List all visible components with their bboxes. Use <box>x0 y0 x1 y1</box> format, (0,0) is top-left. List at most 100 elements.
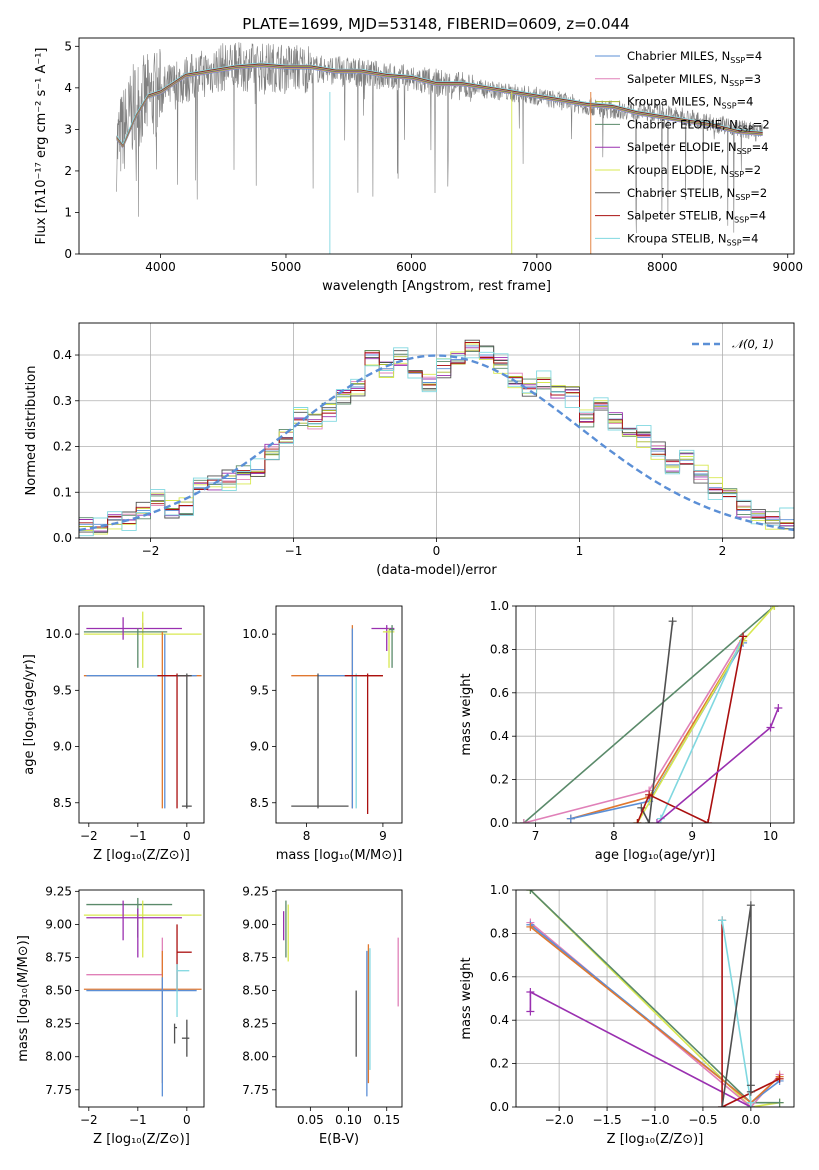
weight-line <box>570 640 744 820</box>
mass_vs_Z-ytick-label: 9.00 <box>45 917 72 931</box>
spectrum-ytick-label: 1 <box>64 205 72 219</box>
age_vs_Z-ytick-label: 10.0 <box>45 627 72 641</box>
weight_vs_Z-ytick-label: 0.6 <box>490 970 509 984</box>
weight-marker <box>656 814 665 823</box>
residuals-ytick-label: 0.3 <box>53 394 72 408</box>
weight-marker <box>703 819 712 823</box>
mass_vs_EBV-ytick-label: 8.25 <box>242 1017 269 1031</box>
age_vs_mass-axes: 8 9 8.5 9.0 9.5 10.0 mass [log₁₀(M/M⊙)] <box>242 627 402 863</box>
residuals-xlabel: (data-model)/error <box>376 563 497 578</box>
weight_vs_age-ytick-label: 0.2 <box>490 773 509 787</box>
age_vs_Z-axes: −2 −1 0 8.5 9.0 9.5 10.0 Z [log₁₀(Z/Z⊙)] age [lo… <box>22 627 191 863</box>
errorbar-point <box>181 1019 190 1057</box>
spectrum-axes: 4000 5000 6000 7000 8000 9000 0 1 2 3 4 5 wavelength… <box>34 39 803 294</box>
mass_vs_EBV-xtick-label: 0.05 <box>297 1113 324 1127</box>
age_vs_Z-points <box>83 611 202 809</box>
mass_vs_Z-ytick-label: 8.25 <box>45 1017 72 1031</box>
mass_vs_Z-ytick-label: 9.25 <box>45 884 72 898</box>
legend-entry: 𝒩(0, 1) <box>732 337 774 351</box>
weight_vs_age-ylabel: mass weight <box>459 673 474 755</box>
spectrum-data-line <box>116 42 763 234</box>
weight_vs_Z-xtick-label: −0.5 <box>688 1113 717 1127</box>
mass_vs_Z-frame <box>78 889 205 1108</box>
mass_vs_Z-xlabel: Z [log₁₀(Z/Z⊙)] <box>93 1132 190 1147</box>
mass_vs_EBV-ytick-label: 8.00 <box>242 1050 269 1064</box>
weight-marker <box>746 1087 755 1096</box>
weight_vs_age-frame <box>515 605 795 824</box>
errorbar-point <box>181 802 192 809</box>
weight-line <box>636 606 775 823</box>
age_vs_Z-ytick-label: 9.0 <box>53 740 72 754</box>
residuals-xtick-label: −1 <box>285 544 303 558</box>
weight_vs_Z-xtick-label: −1.5 <box>592 1113 621 1127</box>
weight-line <box>640 621 674 823</box>
age_vs_mass-ytick-label: 9.5 <box>250 683 269 697</box>
spectrum-ytick-label: 2 <box>64 164 72 178</box>
weight_vs_Z-ytick-label: 0.8 <box>490 926 509 940</box>
weight-marker <box>645 790 654 799</box>
mass_vs_EBV-ytick-label: 8.75 <box>242 950 269 964</box>
mass_vs_EBV-xtick-label: 0.15 <box>373 1113 400 1127</box>
legend-entry: Kroupa STELIB, NSSP=4 <box>627 231 758 247</box>
spectrum-frame <box>78 37 795 255</box>
legend-entry: Salpeter ELODIE, NSSP=4 <box>627 140 769 156</box>
errorbar-point <box>86 908 182 958</box>
mass_vs_Z-xtick-label: −2 <box>80 1113 98 1127</box>
age_vs_mass-xlabel: mass [log₁₀(M/M⊙)] <box>276 848 403 863</box>
age_vs_Z-xtick-label: −1 <box>129 829 147 843</box>
age_vs_Z-ylabel: age [log₁₀(age/yr)] <box>22 654 37 775</box>
weight_vs_Z-axes: −2.0 −1.5 −1.0 −0.5 0.0 0.0 0.2 0.4 0.6 0.8 1.0 Z [… <box>459 883 794 1147</box>
weight-marker <box>718 916 727 925</box>
residuals-ylabel: Normed distribution <box>24 366 39 496</box>
residuals-xtick-label: 1 <box>576 544 584 558</box>
weight-line <box>660 636 744 820</box>
weight_vs_Z-ylabel: mass weight <box>459 957 474 1039</box>
errorbar-point <box>176 924 192 991</box>
weight_vs_age-xlabel: age [log₁₀(age/yr)] <box>595 848 716 863</box>
mass_vs_Z-ytick-label: 8.50 <box>45 984 72 998</box>
residuals-xtick-label: −2 <box>142 544 160 558</box>
weight_vs_age-xtick-label: 8 <box>610 829 618 843</box>
legend-entry: Chabrier ELODIE, NSSP=2 <box>627 117 770 133</box>
residuals-xtick-label: 2 <box>719 544 727 558</box>
weight_vs_age-xtick-label: 9 <box>688 829 696 843</box>
spectrum-xtick-label: 6000 <box>396 260 427 274</box>
weight_vs_Z-ytick-label: 0.2 <box>490 1057 509 1071</box>
age_vs_Z-frame <box>78 605 205 824</box>
weight-marker <box>770 606 779 610</box>
errorbar-point <box>86 634 197 809</box>
weight_vs_Z-xlabel: Z [log₁₀(Z/Z⊙)] <box>607 1132 704 1147</box>
weight-marker <box>718 1103 727 1107</box>
errorbar-point <box>83 611 202 668</box>
weight_vs_age-ytick-label: 0.0 <box>490 816 509 830</box>
weight_vs_Z-ytick-label: 1.0 <box>490 883 509 897</box>
mass_vs_EBV-points <box>282 900 399 1097</box>
errorbar-point <box>177 673 192 809</box>
weight-marker <box>519 819 528 823</box>
errorbar-point <box>86 977 197 1097</box>
mass_vs_Z-points <box>83 897 202 1097</box>
weight_vs_Z-xtick-label: −2.0 <box>545 1113 574 1127</box>
spectrum-ytick-label: 3 <box>64 122 72 136</box>
errorbar-point <box>173 1023 178 1044</box>
weight-marker <box>739 632 748 641</box>
mass_vs_EBV-ytick-label: 8.50 <box>242 984 269 998</box>
weight-marker <box>775 1098 784 1107</box>
mass_vs_EBV-ytick-label: 9.25 <box>242 884 269 898</box>
weight-marker <box>645 819 654 823</box>
mass_vs_Z-xtick-label: −1 <box>129 1113 147 1127</box>
legend-entry: Kroupa MILES, NSSP=4 <box>627 95 753 111</box>
spectrum-xtick-label: 9000 <box>772 260 803 274</box>
weight-line <box>529 990 752 1107</box>
weight-marker <box>774 703 783 712</box>
mass_vs_Z-ytick-label: 8.00 <box>45 1050 72 1064</box>
weight-marker <box>526 987 535 996</box>
weight-marker <box>668 617 677 626</box>
age_vs_Z-xlabel: Z [log₁₀(Z/Z⊙)] <box>93 848 190 863</box>
legend-entry: Salpeter MILES, NSSP=3 <box>627 72 761 88</box>
mass_vs_EBV-xlabel: E(B-V) <box>319 1132 359 1147</box>
age_vs_mass-xtick-label: 8 <box>303 829 311 843</box>
errorbar-point <box>318 628 360 809</box>
weight_vs_age-ytick-label: 0.8 <box>490 642 509 656</box>
residual-legend: 𝒩(0, 1) <box>692 337 774 351</box>
